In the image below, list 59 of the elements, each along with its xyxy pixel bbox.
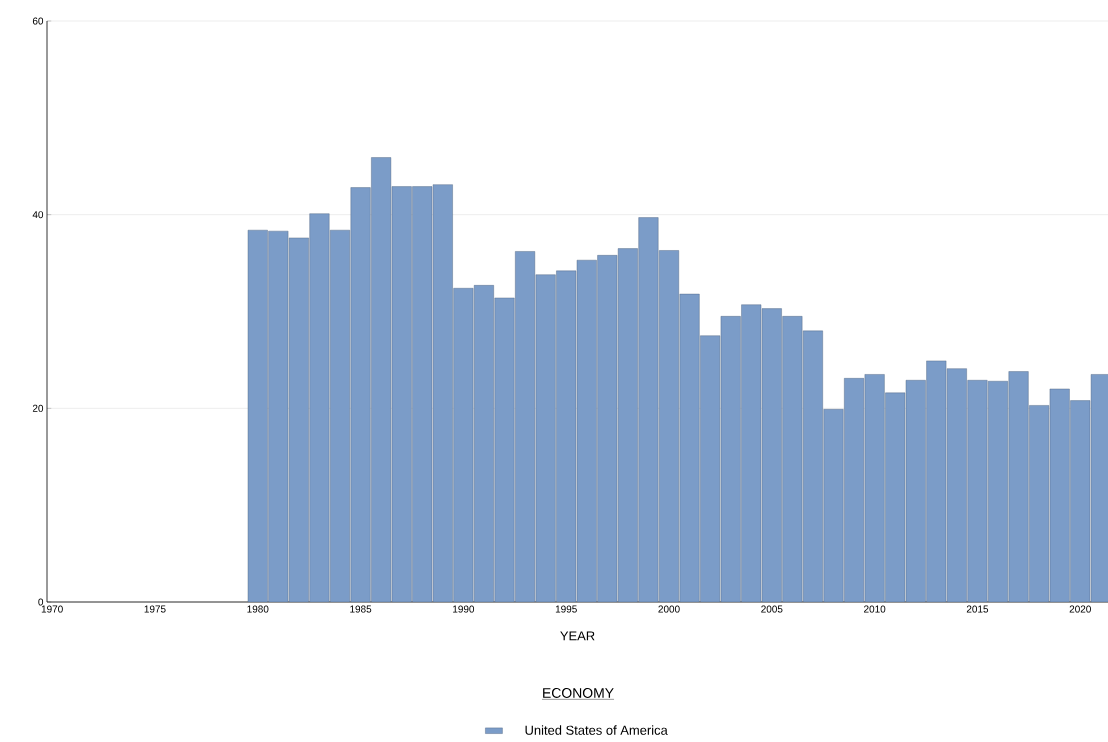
- x-tick-label: 2010: [864, 605, 886, 613]
- bar: [391, 186, 412, 602]
- bar: [802, 330, 823, 602]
- bar: [1029, 405, 1050, 602]
- x-tick-label: 2015: [966, 605, 989, 613]
- bar: [885, 392, 906, 602]
- bar: [679, 293, 700, 602]
- bar: [597, 255, 618, 602]
- bar: [330, 229, 350, 602]
- x-tick-label: 2005: [761, 605, 783, 613]
- bar: [494, 297, 515, 602]
- x-tick-label: 2000: [658, 605, 680, 613]
- x-tick-label: 1990: [453, 605, 475, 613]
- x-tick-label: 1975: [144, 605, 166, 613]
- bar: [268, 230, 289, 602]
- bar: [576, 259, 597, 602]
- legend-label: United States of America: [525, 725, 668, 735]
- x-tick-label: 2020: [1069, 605, 1091, 613]
- bar: [432, 184, 453, 602]
- bar: [1008, 371, 1029, 602]
- bar: [905, 380, 926, 602]
- bar: [844, 378, 865, 602]
- bar: [782, 316, 803, 602]
- bar: [247, 229, 268, 602]
- bar: [1049, 388, 1070, 602]
- bar: [288, 237, 309, 602]
- y-tick-label: 0: [38, 598, 44, 606]
- bar: [988, 381, 1008, 602]
- bar: [946, 368, 967, 602]
- bar: [967, 380, 988, 602]
- bar: [864, 374, 885, 602]
- bar: [659, 250, 679, 602]
- bar: [556, 270, 577, 602]
- bar: [700, 335, 721, 602]
- bar: [638, 217, 659, 602]
- bar: [453, 288, 474, 602]
- bar: [473, 285, 494, 602]
- bar: [371, 157, 392, 602]
- y-tick-label: 60: [32, 17, 44, 25]
- y-tick-label: 20: [32, 404, 44, 412]
- x-tick-label: 1995: [555, 605, 577, 613]
- x-axis-title: YEAR: [560, 631, 595, 641]
- bar: [926, 360, 947, 602]
- bar: [350, 187, 371, 602]
- legend-title: ECONOMY: [543, 688, 614, 698]
- bar: [741, 304, 762, 602]
- bar: [761, 308, 782, 602]
- bar: [412, 186, 433, 602]
- x-tick-label: 1980: [247, 605, 269, 613]
- bar: [309, 213, 330, 602]
- bar: [1070, 400, 1091, 602]
- x-tick-label: 1970: [41, 605, 63, 613]
- x-tick-label: 1985: [350, 605, 372, 613]
- y-tick-label: 40: [32, 211, 44, 219]
- bar: [535, 274, 556, 602]
- bar: [617, 248, 638, 602]
- bar: [515, 251, 536, 602]
- bar: [823, 409, 844, 602]
- bar: [720, 316, 741, 602]
